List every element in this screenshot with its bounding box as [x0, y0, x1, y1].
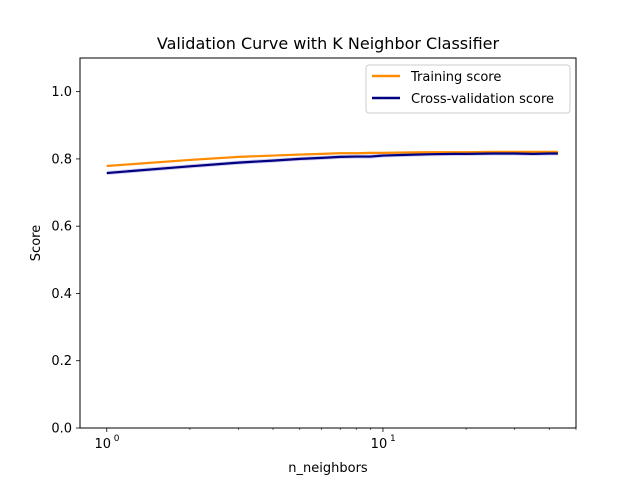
y-tick-label: 0.2 [51, 354, 72, 369]
x-axis-label: n_neighbors [288, 461, 368, 476]
series-lines [106, 150, 558, 175]
y-tick-label: 0.4 [51, 287, 72, 302]
plot-area-frame [79, 57, 577, 429]
y-axis: 0.0 0.2 0.4 0.6 0.8 1.0 [51, 85, 80, 437]
legend-label-training: Training score [410, 70, 501, 85]
y-axis-label: Score [29, 225, 44, 261]
x-tick-exponent: 0 [114, 434, 120, 444]
legend-label-cross-validation: Cross-validation score [411, 92, 554, 107]
y-tick-label: 0.0 [51, 422, 72, 437]
y-tick-label: 1.0 [51, 85, 72, 100]
x-axis: 10 0 10 1 [94, 428, 577, 452]
line-cross-validation [106, 152, 558, 175]
legend-box [365, 64, 571, 114]
line-training [106, 150, 558, 168]
chart-title: Validation Curve with K Neighbor Classif… [157, 34, 500, 53]
x-tick-exponent: 1 [390, 434, 396, 444]
y-tick-label: 0.8 [51, 152, 72, 167]
x-tick-label: 10 [94, 437, 111, 452]
legend: Training score Cross-validation score [365, 64, 571, 114]
x-tick-label: 10 [371, 437, 388, 452]
y-tick-label: 0.6 [51, 220, 72, 235]
